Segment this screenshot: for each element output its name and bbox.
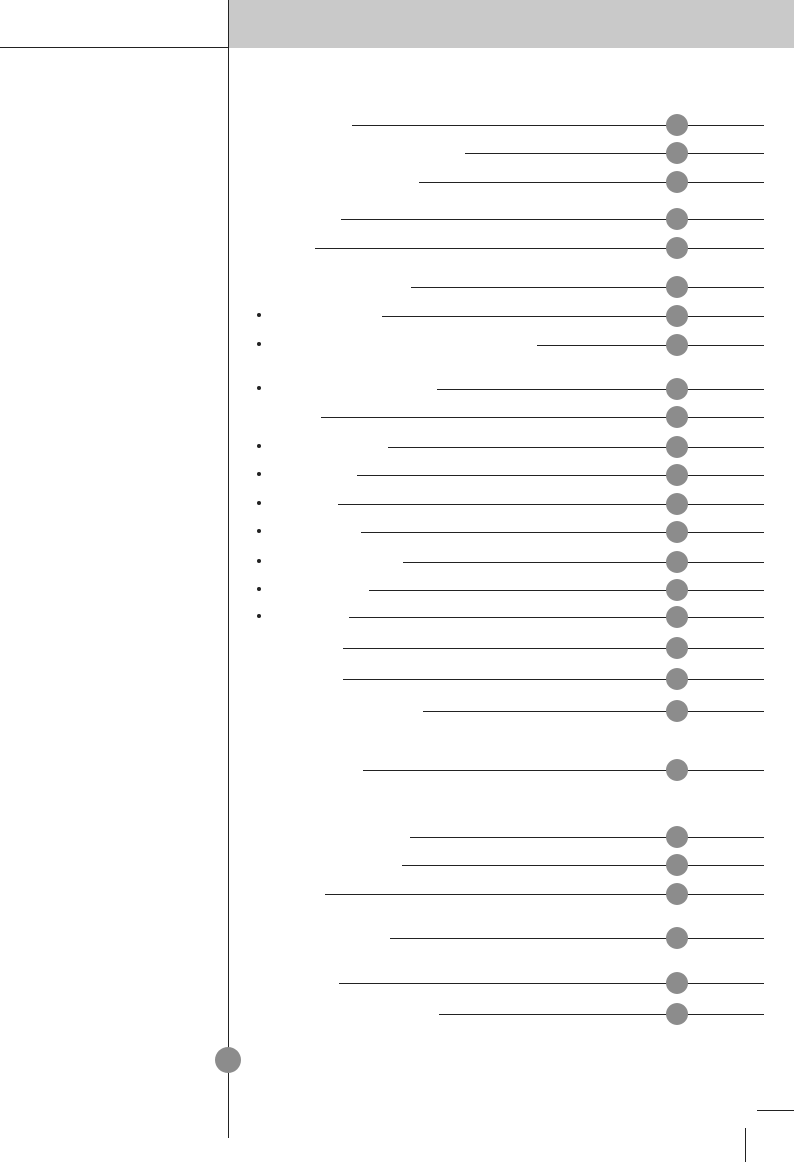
page-number-dot [666, 378, 688, 400]
bullet-icon [257, 444, 261, 448]
leader-line [403, 562, 764, 563]
leader-line [352, 125, 764, 126]
leader-line [402, 865, 764, 866]
page-number-dot [666, 826, 688, 848]
page-number-dot [666, 406, 688, 428]
leader-line [339, 983, 764, 984]
leader-line [410, 837, 764, 838]
leader-line [363, 770, 764, 771]
leader-line [341, 219, 764, 220]
corner-rule-vertical [745, 1128, 746, 1162]
leader-line [437, 389, 764, 390]
page-spine-line [228, 0, 229, 1138]
page-marker-dot [215, 1047, 241, 1073]
bullet-icon [257, 472, 261, 476]
bullet-icon [257, 587, 261, 591]
header-rule [0, 47, 229, 48]
page-number-dot [666, 1003, 688, 1025]
leader-line [357, 475, 764, 476]
page-number-dot [666, 237, 688, 259]
leader-line [349, 617, 764, 618]
page-number-dot [666, 637, 688, 659]
page-number-dot [666, 972, 688, 994]
bullet-icon [257, 559, 261, 563]
page-number-dot [666, 464, 688, 486]
leader-line [361, 532, 764, 533]
leader-line [423, 711, 764, 712]
bullet-icon [257, 342, 261, 346]
leader-line [388, 447, 764, 448]
leader-line [390, 938, 764, 939]
page-number-dot [666, 142, 688, 164]
leader-line [382, 316, 764, 317]
leader-line [321, 417, 764, 418]
bullet-icon [257, 386, 261, 390]
page-number-dot [666, 668, 688, 690]
leader-line [465, 153, 764, 154]
bullet-icon [257, 529, 261, 533]
page-number-dot [666, 700, 688, 722]
page-number-dot [666, 927, 688, 949]
page-number-dot [666, 436, 688, 458]
page-number-dot [666, 759, 688, 781]
corner-rule-horizontal [757, 1110, 794, 1111]
page-number-dot [666, 276, 688, 298]
leader-line [419, 182, 764, 183]
leader-line [369, 590, 764, 591]
bullet-icon [257, 501, 261, 505]
bullet-icon [257, 614, 261, 618]
page-number-dot [666, 551, 688, 573]
leader-line [411, 287, 764, 288]
page-number-dot [666, 208, 688, 230]
page-number-dot [666, 114, 688, 136]
leader-line [439, 1014, 764, 1015]
page-number-dot [666, 854, 688, 876]
page-number-dot [666, 521, 688, 543]
leader-line [343, 679, 764, 680]
leader-line [315, 248, 764, 249]
bullet-icon [257, 313, 261, 317]
leader-line [343, 648, 764, 649]
page-number-dot [666, 305, 688, 327]
header-band [229, 0, 794, 48]
page-number-dot [666, 606, 688, 628]
page-number-dot [666, 171, 688, 193]
leader-line [325, 894, 764, 895]
leader-line [338, 504, 764, 505]
page-number-dot [666, 334, 688, 356]
page-number-dot [666, 883, 688, 905]
leader-line [537, 345, 764, 346]
page-number-dot [666, 493, 688, 515]
page-number-dot [666, 579, 688, 601]
